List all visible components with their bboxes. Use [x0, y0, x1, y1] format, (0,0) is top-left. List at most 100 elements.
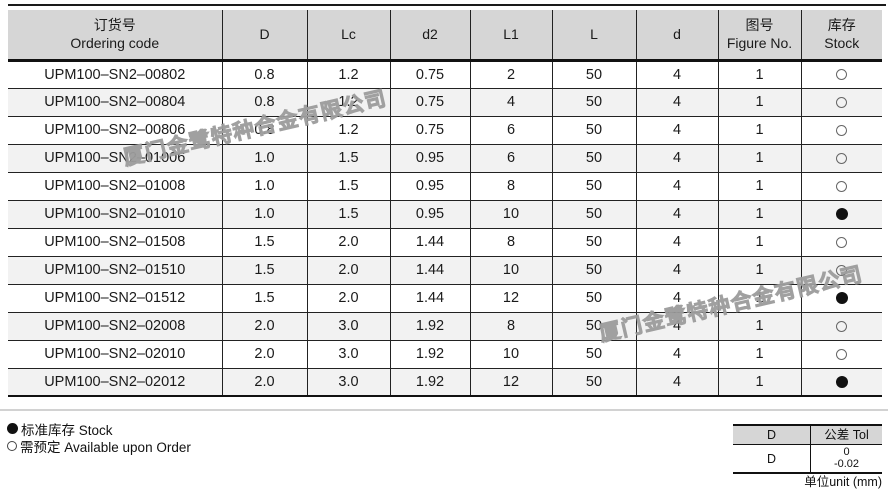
cell-ordering-code: UPM100–SN2–01006: [44, 150, 186, 166]
cell-d2: 0.95: [389, 172, 470, 200]
cell-figure-no: 1: [717, 228, 801, 256]
stock-hollow-circle-icon: [836, 96, 848, 108]
cell-L: 50: [551, 256, 636, 284]
stock-filled-circle-icon: [835, 292, 848, 305]
cell-figure-no: 1: [717, 172, 801, 200]
cell-ordering-code: UPM100–SN2–02008: [44, 318, 186, 334]
table-row: UPM100–SN2–02008 2.0 3.0 1.92 8 50 4 1: [8, 312, 882, 340]
cell-Lc: 1.2: [306, 88, 390, 116]
tolerance-table: D 公差 Tol D 0 -0.02: [733, 424, 882, 474]
top-divider: [8, 4, 886, 6]
legend-item-in-stock: 标准库存 Stock: [7, 420, 191, 438]
tolerance-values: 0 -0.02: [810, 445, 882, 472]
cell-d: 4: [635, 200, 718, 228]
tolerance-header-tol: 公差 Tol: [810, 426, 882, 444]
cell-figure-no: 1: [717, 312, 801, 340]
cell-L: 50: [551, 284, 636, 312]
cell-Lc: 1.5: [306, 200, 390, 228]
cell-ordering-code: UPM100–SN2–00802: [44, 66, 186, 83]
cell-d: 4: [635, 88, 718, 116]
tolerance-dim-value: D: [766, 451, 777, 466]
stock-hollow-circle-icon: [7, 440, 17, 451]
cell-L1: 12: [469, 284, 552, 312]
col-header-stock: 库存 Stock: [800, 10, 882, 60]
col-header-d: d: [635, 10, 718, 60]
cell-D: 0.8: [221, 116, 307, 144]
cell-stock: [800, 368, 882, 396]
cell-figure-no: 1: [717, 200, 801, 228]
stock-hollow-circle-icon: [836, 152, 848, 164]
stock-filled-circle-icon: [7, 423, 18, 434]
cell-D: 1.5: [221, 284, 307, 312]
cell-Lc: 3.0: [306, 368, 390, 396]
cell-L1: 6: [469, 144, 552, 172]
table-row: UPM100–SN2–02010 2.0 3.0 1.92 10 50 4 1: [8, 340, 882, 368]
cell-figure-no: 1: [717, 144, 801, 172]
cell-d2: 1.92: [389, 368, 470, 396]
product-spec-table: 订货号 Ordering code D Lc d2 L1 L d 图号 Figu…: [8, 10, 882, 397]
cell-ordering-code: UPM100–SN2–01010: [44, 206, 186, 222]
cell-d2: 1.44: [389, 284, 470, 312]
cell-d: 4: [635, 368, 718, 396]
cell-D: 0.8: [221, 88, 307, 116]
cell-Lc: 3.0: [306, 340, 390, 368]
col-header-ordering-code-en: Ordering code: [70, 35, 160, 52]
cell-d2: 0.75: [389, 88, 470, 116]
cell-L: 50: [551, 312, 636, 340]
cell-d: 4: [635, 144, 718, 172]
cell-L: 50: [551, 340, 636, 368]
cell-Lc: 1.5: [306, 172, 390, 200]
cell-L1: 10: [469, 200, 552, 228]
cell-ordering-code: UPM100–SN2–02012: [44, 373, 186, 390]
tolerance-data-row: D 0 -0.02: [733, 445, 882, 472]
cell-D: 1.5: [221, 256, 307, 284]
table-header: 订货号 Ordering code D Lc d2 L1 L d 图号 Figu…: [8, 10, 882, 60]
col-header-L: L: [551, 10, 636, 60]
cell-stock: [800, 60, 882, 88]
cell-Lc: 2.0: [306, 256, 390, 284]
stock-hollow-circle-icon: [836, 348, 848, 360]
cell-d2: 1.92: [389, 312, 470, 340]
col-header-D: D: [221, 10, 307, 60]
cell-D: 2.0: [221, 368, 307, 396]
col-header-figure-no-zh: 图号: [745, 17, 774, 34]
table-row: UPM100–SN2–01512 1.5 2.0 1.44 12 50 4 1: [8, 284, 882, 312]
cell-d2: 1.92: [389, 340, 470, 368]
cell-figure-no: 1: [717, 88, 801, 116]
cell-L: 50: [551, 368, 636, 396]
stock-hollow-circle-icon: [836, 69, 848, 81]
cell-D: 1.5: [221, 228, 307, 256]
cell-ordering-code: UPM100–SN2–01512: [44, 290, 186, 306]
table-row: UPM100–SN2–01008 1.0 1.5 0.95 8 50 4 1: [8, 172, 882, 200]
cell-d: 4: [635, 340, 718, 368]
cell-stock: [800, 116, 882, 144]
table-row: UPM100–SN2–00804 0.8 1.2 0.75 4 50 4 1: [8, 88, 882, 116]
cell-ordering-code: UPM100–SN2–00806: [44, 122, 186, 138]
col-header-d2: d2: [389, 10, 470, 60]
cell-D: 0.8: [221, 60, 307, 88]
cell-L1: 8: [469, 172, 552, 200]
footer-divider: [0, 409, 888, 411]
cell-L1: 12: [469, 368, 552, 396]
cell-D: 2.0: [221, 312, 307, 340]
stock-filled-circle-icon: [835, 208, 848, 221]
cell-ordering-code: UPM100–SN2–02010: [44, 346, 186, 362]
cell-d: 4: [635, 228, 718, 256]
cell-Lc: 1.5: [306, 144, 390, 172]
legend-item-upon-order: 需预定 Available upon Order: [7, 437, 191, 455]
cell-figure-no: 1: [717, 256, 801, 284]
cell-L: 50: [551, 60, 636, 88]
cell-d2: 0.75: [389, 60, 470, 88]
cell-L1: 6: [469, 116, 552, 144]
cell-D: 2.0: [221, 340, 307, 368]
cell-d: 4: [635, 284, 718, 312]
cell-stock: [800, 340, 882, 368]
cell-figure-no: 1: [717, 60, 801, 88]
table-body: UPM100–SN2–00802 0.8 1.2 0.75 2 50 4 1 UPM100–SN…: [8, 60, 882, 396]
cell-d2: 0.95: [389, 144, 470, 172]
cell-ordering-code: UPM100–SN2–01508: [44, 234, 186, 250]
cell-stock: [800, 228, 882, 256]
cell-Lc: 2.0: [306, 228, 390, 256]
legend-label-in-stock: 标准库存 Stock: [21, 422, 113, 438]
